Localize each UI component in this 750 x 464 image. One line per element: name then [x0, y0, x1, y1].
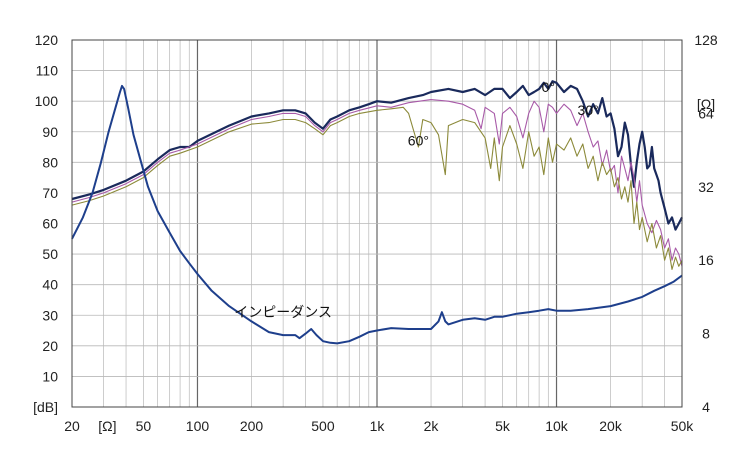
x-tick-label: 100 — [186, 418, 210, 434]
series-layer — [71, 80, 683, 345]
grid-lines — [71, 39, 683, 407]
y-tick-label: 90 — [42, 124, 58, 140]
x-tick-label: 2k — [424, 418, 440, 434]
y2-tick-label: 4 — [702, 399, 710, 415]
x-tick-label: 10k — [545, 418, 569, 434]
x-tick-label: 20k — [599, 418, 623, 434]
x-tick-label: 20 — [64, 418, 80, 434]
y-tick-label: 60 — [42, 216, 58, 232]
x-tick-label: 200 — [240, 418, 264, 434]
annotation-3: インピーダンス — [234, 304, 332, 320]
y-tick-label: 50 — [42, 246, 58, 262]
y-unit-label: [dB] — [33, 399, 58, 415]
y-tick-label: 70 — [42, 185, 58, 201]
x-unit-label: [Ω] — [98, 418, 116, 434]
series-line-0 — [71, 80, 683, 231]
y2-tick-label: 16 — [698, 252, 714, 268]
y-tick-label: 100 — [35, 93, 59, 109]
x-axis-tick-labels: 20 50 100 200 500 1k 2k 5k 10k 20k 50k [Ω] — [64, 418, 694, 434]
y-tick-label: 10 — [42, 368, 58, 384]
x-tick-label: 50k — [671, 418, 695, 434]
y-tick-label: 110 — [36, 63, 59, 79]
plot-frame — [71, 39, 683, 408]
x-tick-label: 500 — [311, 418, 335, 434]
y2-tick-label: 32 — [698, 179, 714, 195]
series-annotations: 0° 30° 60° インピーダンス — [234, 79, 598, 320]
y2-tick-label: 8 — [702, 326, 710, 342]
y2-tick-label: 64 — [698, 105, 714, 121]
y-tick-label: 40 — [42, 277, 58, 293]
y-tick-label: 80 — [42, 154, 58, 170]
y-tick-label: 120 — [35, 32, 59, 48]
annotation-2: 60° — [408, 133, 429, 149]
annotation-1: 30° — [578, 102, 599, 118]
y2-axis-tick-labels: 128 64 32 16 8 4 [Ω] — [694, 32, 718, 415]
x-tick-label: 50 — [136, 418, 152, 434]
y-tick-label: 30 — [42, 307, 58, 323]
x-tick-label: 1k — [370, 418, 386, 434]
y-axis-tick-labels: 120 110 100 90 80 70 60 50 40 30 20 10 [dB] — [33, 32, 58, 415]
y2-tick-label: 128 — [694, 32, 718, 48]
x-tick-label: 5k — [495, 418, 511, 434]
series-line-3 — [71, 84, 683, 345]
y-tick-label: 20 — [42, 338, 58, 354]
y2-unit-label: [Ω] — [697, 96, 715, 112]
annotation-0: 0° — [542, 79, 555, 95]
series-line-2 — [71, 106, 683, 270]
